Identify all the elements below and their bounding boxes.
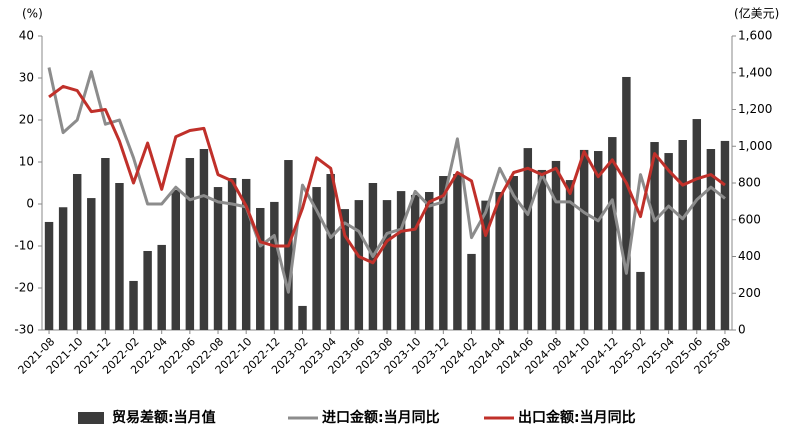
line: [47, 67, 726, 294]
bar: [706, 149, 716, 330]
line: [48, 84, 726, 265]
y2-tick-label: 0: [738, 323, 746, 337]
bar: [340, 209, 349, 330]
bar: [298, 305, 307, 330]
y-tick-label: 20: [19, 113, 34, 127]
bar: [509, 176, 518, 330]
bar: [101, 158, 110, 330]
bar: [608, 137, 617, 330]
legend-label: 进口金额:当月同比: [322, 409, 440, 426]
bar: [622, 76, 631, 330]
bar: [326, 173, 335, 330]
y-tick-label: -10: [14, 239, 34, 253]
bar: [664, 153, 673, 330]
y2-tick-label: 600: [738, 212, 761, 226]
bar: [143, 250, 152, 330]
y-tick-label: 10: [19, 155, 34, 169]
y-tick-label: 40: [19, 29, 34, 43]
bar: [425, 192, 434, 330]
y2-tick-label: 1,400: [738, 65, 772, 79]
bar: [439, 176, 448, 330]
y2-axis-unit: (亿美元): [734, 6, 779, 21]
bar: [636, 271, 645, 330]
legend-label: 出口金额:当月同比: [518, 409, 636, 426]
bar: [720, 140, 730, 330]
bar: [453, 173, 462, 330]
bar: [213, 187, 223, 330]
bar: [495, 192, 504, 330]
bar: [382, 200, 392, 330]
bar: [72, 173, 82, 330]
bar: [523, 148, 533, 330]
bar: [227, 178, 237, 330]
y-tick-label: 30: [19, 71, 34, 85]
y-axis-unit: (%): [22, 7, 43, 21]
legend-swatch: [78, 412, 104, 424]
bar: [312, 187, 321, 330]
bar: [129, 280, 138, 330]
bar: [650, 142, 659, 330]
bar: [256, 207, 265, 330]
bar: [44, 221, 54, 330]
bar: [58, 207, 68, 330]
y2-tick-label: 1,600: [738, 29, 772, 43]
y2-tick-label: 1,200: [738, 102, 772, 116]
y-tick-label: -30: [14, 323, 34, 337]
bar: [354, 200, 364, 330]
bar: [87, 198, 96, 330]
y2-tick-label: 800: [738, 176, 761, 190]
y-tick-label: -20: [14, 281, 34, 295]
bar: [565, 180, 575, 330]
y2-tick-label: 400: [738, 249, 761, 263]
bar: [678, 140, 687, 330]
bar: [157, 244, 166, 330]
bar: [410, 194, 420, 330]
bar: [171, 189, 180, 330]
y-tick-label: 0: [26, 197, 34, 211]
y2-tick-label: 200: [738, 286, 761, 300]
bar: [185, 158, 195, 330]
bar: [692, 119, 702, 331]
bar: [537, 169, 547, 330]
bar: [396, 191, 406, 330]
legend-label: 贸易差额:当月值: [112, 409, 216, 426]
bar: [241, 178, 251, 330]
bar: [199, 149, 209, 330]
bar: [551, 160, 561, 330]
bar: [594, 151, 603, 330]
bar: [467, 253, 476, 330]
bar: [115, 183, 124, 330]
bar: [579, 149, 589, 330]
bar: [270, 201, 279, 330]
y2-tick-label: 1,000: [738, 139, 772, 153]
bar: [481, 200, 490, 330]
